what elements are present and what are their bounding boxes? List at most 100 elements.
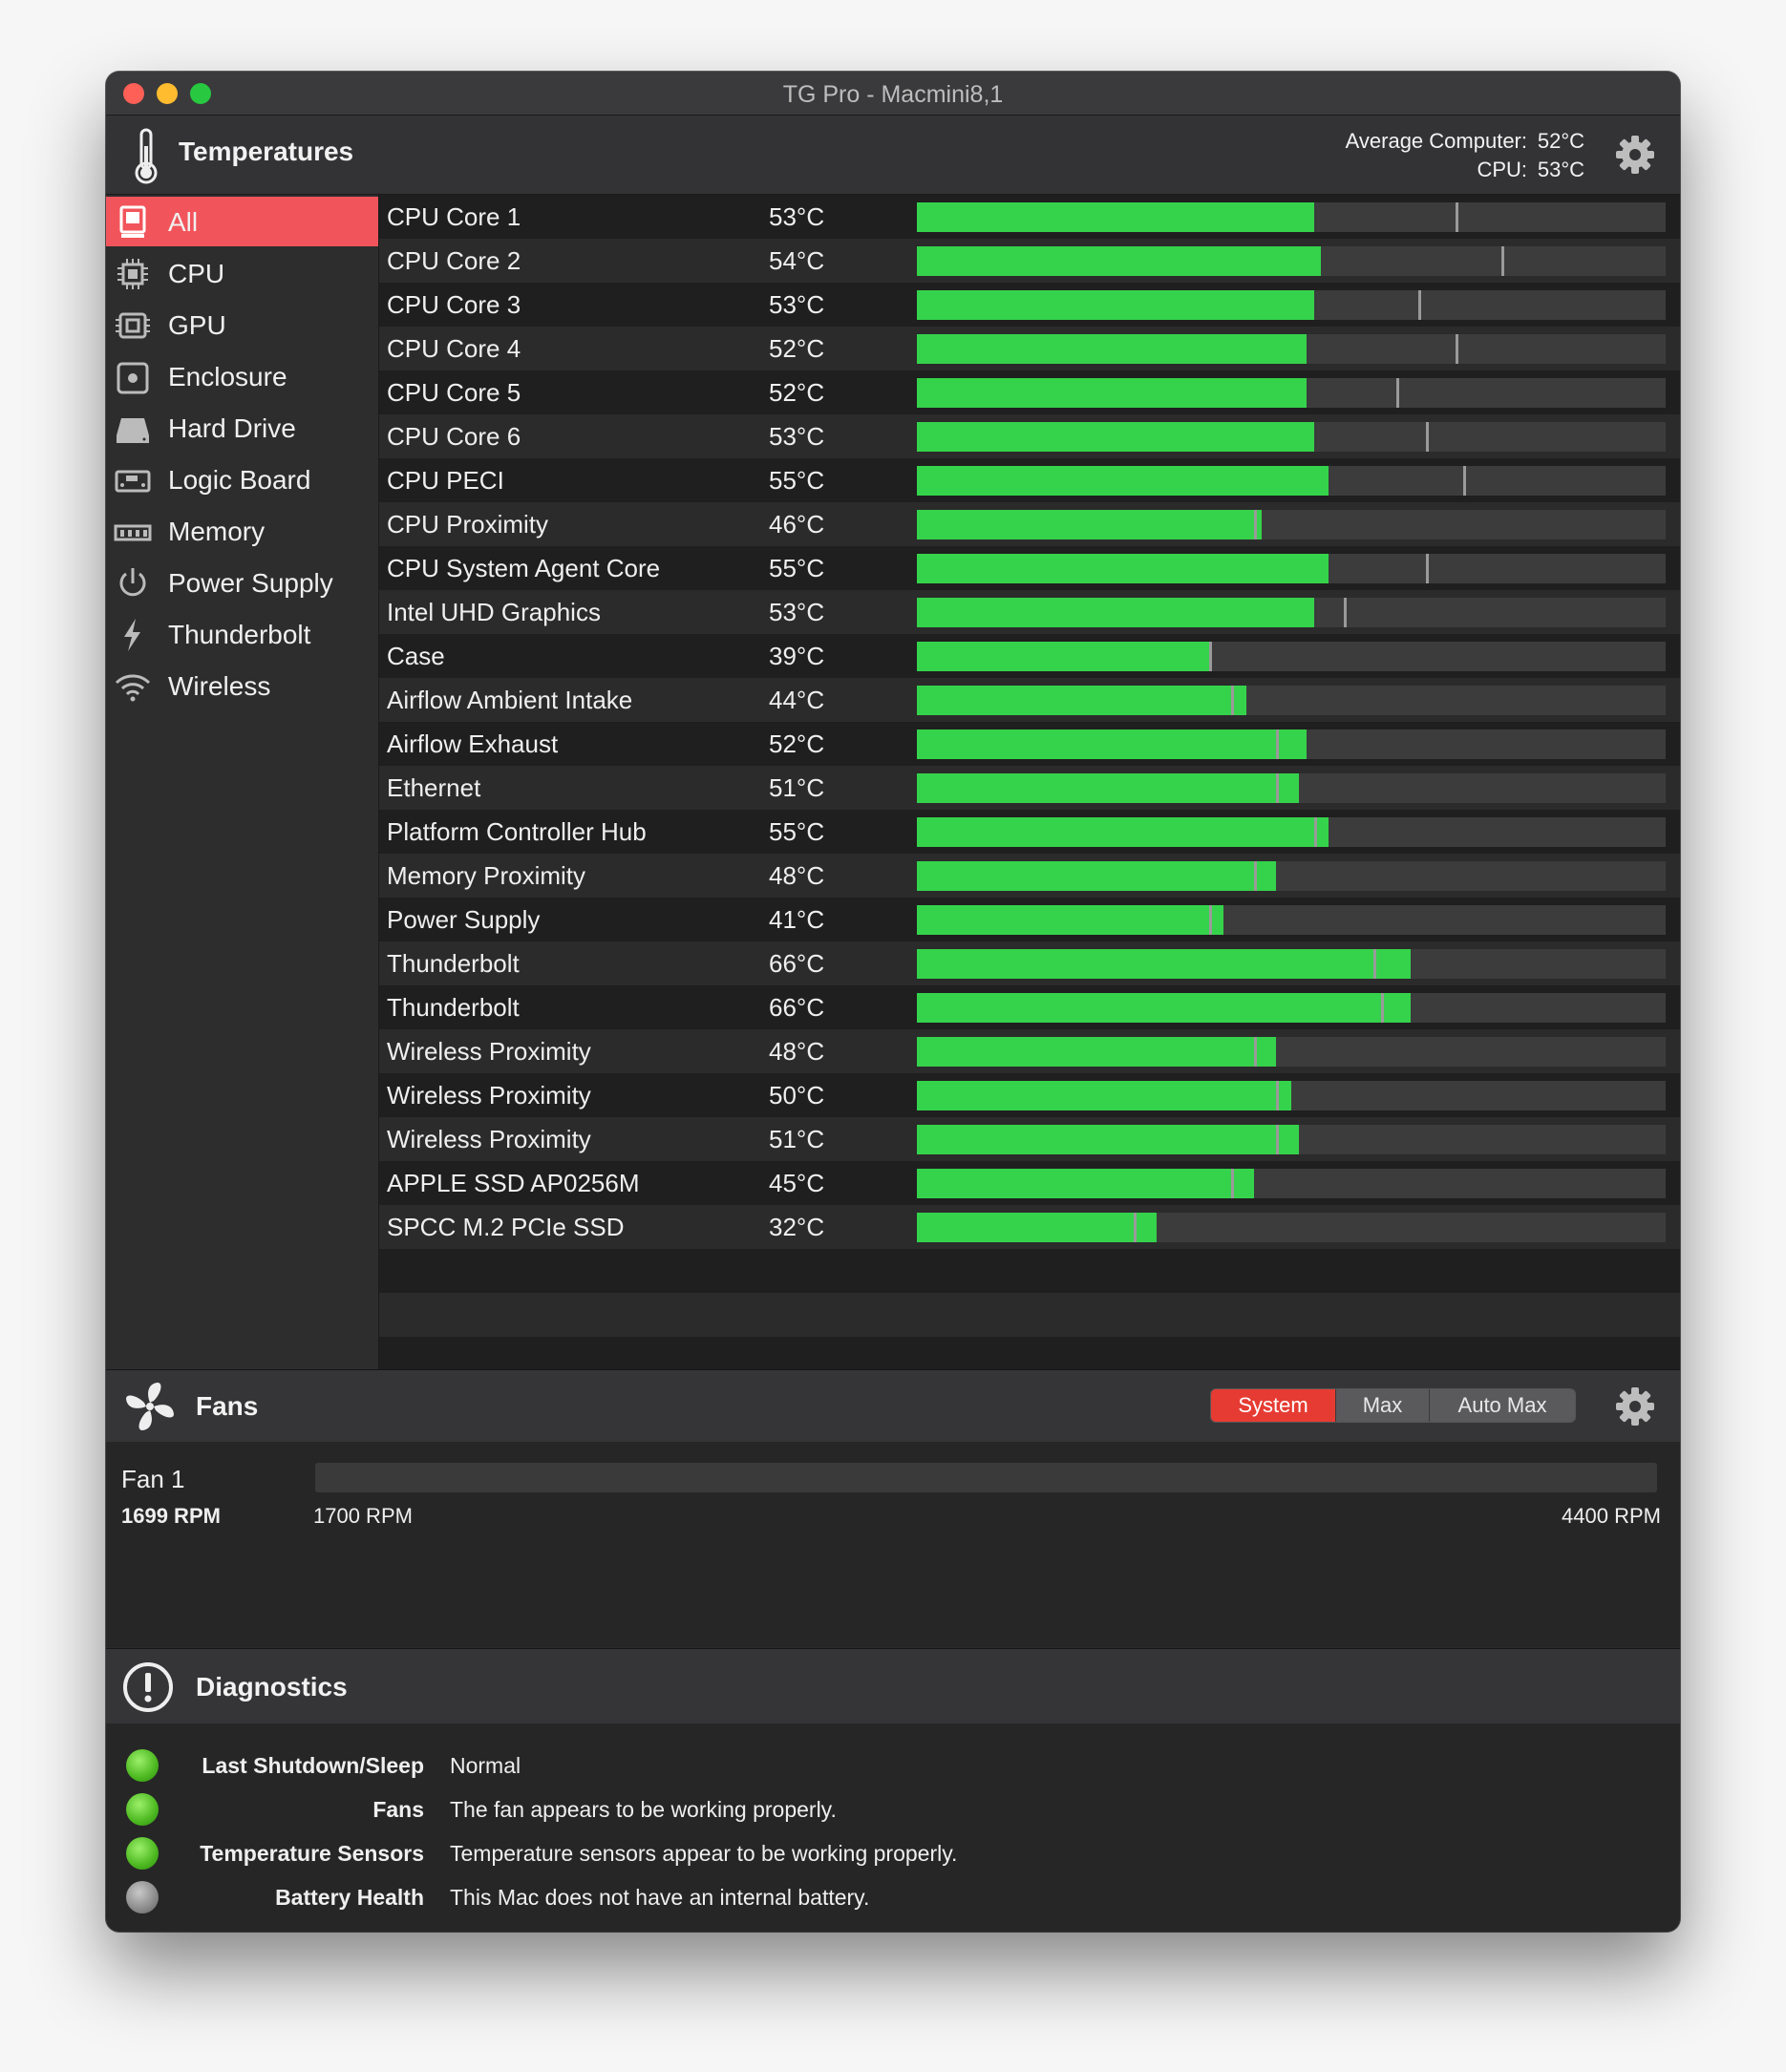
sensor-name: CPU Proximity [387, 510, 549, 539]
fan-min-label: 1700 RPM [313, 1504, 413, 1528]
temperature-bar-fill [917, 1125, 1299, 1154]
mode-auto-max-button[interactable]: Auto Max [1430, 1389, 1575, 1422]
sensor-row[interactable]: Case 39°C [379, 634, 1680, 678]
sensor-temp: 53°C [769, 202, 825, 231]
fan-speed-bar[interactable] [315, 1463, 1657, 1492]
sensor-row[interactable]: Wireless Proximity 51°C [379, 1117, 1680, 1161]
sidebar-item-label: GPU [168, 310, 226, 340]
sidebar-item-all[interactable]: All [106, 197, 378, 246]
diagnostic-label: Temperature Sensors [200, 1841, 424, 1866]
sidebar-item-gpu[interactable]: GPU [106, 300, 378, 349]
temperature-bar-fill [917, 378, 1307, 408]
temperature-bar [917, 861, 1666, 891]
close-button[interactable] [123, 83, 144, 104]
sensor-temp: 53°C [769, 422, 825, 451]
sensor-row[interactable]: Intel UHD Graphics 53°C [379, 590, 1680, 634]
temperature-bar [917, 510, 1666, 539]
sidebar-item-enclosure[interactable]: Enclosure [106, 351, 378, 401]
gear-icon[interactable] [1615, 135, 1655, 175]
mode-max-button[interactable]: Max [1336, 1389, 1430, 1422]
sensor-name: CPU System Agent Core [387, 554, 661, 582]
status-indicator-icon [126, 1837, 159, 1870]
app-window: TG Pro - Macmini8,1 Temperatures Average… [106, 72, 1680, 1932]
sensor-row[interactable]: CPU Core 2 54°C [379, 239, 1680, 283]
temperature-bar-fill [917, 290, 1314, 320]
sidebar-item-label: Enclosure [168, 362, 287, 391]
sensor-row[interactable]: APPLE SSD AP0256M 45°C [379, 1161, 1680, 1205]
sensor-temp: 51°C [769, 1125, 825, 1153]
sidebar-item-cpu[interactable]: CPU [106, 248, 378, 298]
max-temperature-marker [1208, 642, 1212, 671]
sensor-row[interactable]: CPU Core 4 52°C [379, 327, 1680, 370]
sensor-row[interactable]: Ethernet 51°C [379, 766, 1680, 810]
sensor-row[interactable]: Power Supply 41°C [379, 898, 1680, 941]
max-temperature-marker [1231, 1169, 1235, 1198]
sensor-row[interactable]: CPU Core 1 53°C [379, 195, 1680, 239]
sensor-row[interactable]: CPU Core 5 52°C [379, 370, 1680, 414]
category-sidebar: All CPU GPU Enclosure Hard Drive Logic Board M… [106, 195, 379, 1369]
temperature-bar [917, 334, 1666, 364]
max-temperature-marker [1381, 993, 1385, 1023]
sensor-name: CPU PECI [387, 466, 504, 495]
temperature-bar-fill [917, 905, 1224, 935]
sidebar-item-logic-board[interactable]: Logic Board [106, 455, 378, 504]
sensor-row[interactable]: CPU Core 6 53°C [379, 414, 1680, 458]
fans-panel: Fan 1 1699 RPM 1700 RPM 4400 RPM [106, 1442, 1680, 1647]
max-temperature-marker [1276, 729, 1280, 759]
temperature-bar [917, 773, 1666, 803]
temperature-bar-fill [917, 334, 1307, 364]
memory-icon [114, 524, 152, 541]
zoom-button[interactable] [190, 83, 211, 104]
sensor-row[interactable]: CPU PECI 55°C [379, 458, 1680, 502]
sensor-temp: 32°C [769, 1213, 825, 1241]
temperature-bar-fill [917, 202, 1314, 232]
max-temperature-marker [1276, 1081, 1280, 1110]
sidebar-item-wireless[interactable]: Wireless [106, 661, 378, 710]
sidebar-item-label: Wireless [168, 671, 271, 701]
sensor-row[interactable]: Airflow Ambient Intake 44°C [379, 678, 1680, 722]
cpu-label: CPU: [1477, 158, 1527, 181]
sidebar-item-label: Power Supply [168, 568, 333, 598]
temperature-bar-fill [917, 729, 1307, 759]
sensor-row[interactable]: Memory Proximity 48°C [379, 854, 1680, 898]
sensor-row[interactable]: Thunderbolt 66°C [379, 941, 1680, 985]
max-temperature-marker [1231, 686, 1235, 715]
average-label: Average Computer: [1345, 129, 1527, 153]
gear-icon[interactable] [1615, 1386, 1655, 1427]
temperature-bar-fill [917, 598, 1314, 627]
max-temperature-marker [1395, 378, 1399, 408]
max-temperature-marker [1456, 334, 1459, 364]
diagnostic-text: The fan appears to be working properly. [450, 1797, 837, 1822]
sensor-row[interactable]: CPU Core 3 53°C [379, 283, 1680, 327]
sensor-row[interactable]: Thunderbolt 66°C [379, 985, 1680, 1029]
sensor-row[interactable]: Platform Controller Hub 55°C [379, 810, 1680, 854]
sensor-name: Ethernet [387, 773, 481, 802]
sensor-name: Thunderbolt [387, 949, 520, 978]
sensor-row[interactable]: SPCC M.2 PCIe SSD 32°C [379, 1205, 1680, 1249]
empty-row [379, 1293, 1680, 1337]
sidebar-item-power-supply[interactable]: Power Supply [106, 558, 378, 607]
fans-title: Fans [196, 1391, 259, 1421]
thermometer-icon [135, 128, 158, 184]
temperatures-header: Temperatures Average Computer: 52°C CPU: 5… [106, 116, 1680, 195]
sensor-list: CPU Core 1 53°C CPU Core 2 54°C CPU Core 3 53… [379, 195, 1680, 1381]
diagnostic-label: Last Shutdown/Sleep [202, 1753, 424, 1778]
sidebar-item-label: CPU [168, 259, 225, 288]
sidebar-item-hard-drive[interactable]: Hard Drive [106, 403, 378, 453]
mode-system-button[interactable]: System [1211, 1389, 1336, 1422]
sensor-name: CPU Core 2 [387, 246, 521, 275]
all-icon [119, 205, 146, 238]
sensor-temp: 52°C [769, 334, 825, 363]
temperature-bar [917, 554, 1666, 583]
sensor-row[interactable]: Airflow Exhaust 52°C [379, 722, 1680, 766]
sensor-row[interactable]: CPU Proximity 46°C [379, 502, 1680, 546]
sensor-row[interactable]: Wireless Proximity 50°C [379, 1073, 1680, 1117]
sensor-row[interactable]: CPU System Agent Core 55°C [379, 546, 1680, 590]
sensor-temp: 39°C [769, 642, 825, 670]
sensor-temp: 53°C [769, 290, 825, 319]
minimize-button[interactable] [157, 83, 178, 104]
status-indicator-icon [126, 1881, 159, 1913]
sidebar-item-memory[interactable]: Memory [106, 506, 378, 556]
sensor-row[interactable]: Wireless Proximity 48°C [379, 1029, 1680, 1073]
sidebar-item-thunderbolt[interactable]: Thunderbolt [106, 609, 378, 659]
